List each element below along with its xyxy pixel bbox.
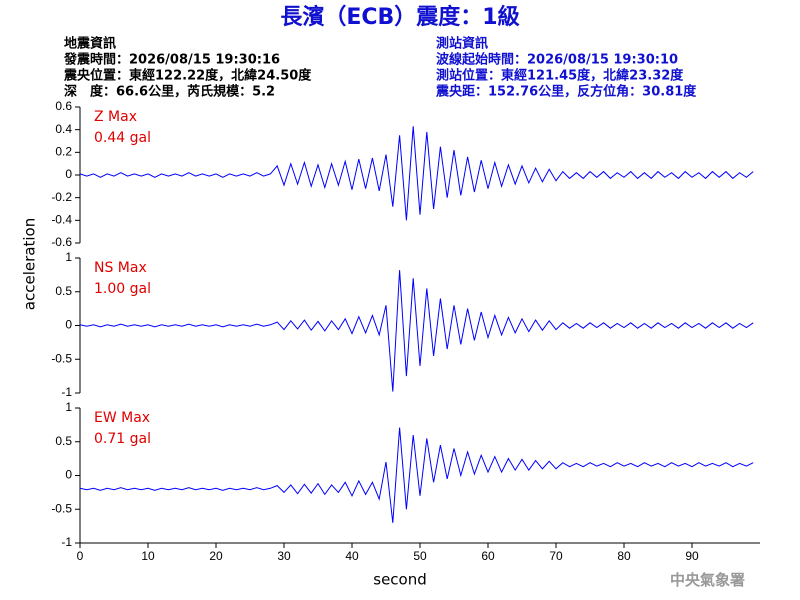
info-right: 波線起始時間：2026/08/15 19:30:10 [436,52,678,68]
info-left: 發震時間：2026/08/15 19:30:16 [63,52,280,68]
y-tick-label: 0 [65,318,72,332]
y-tick-label: -0.5 [51,351,72,365]
x-axis-label: second [373,571,427,589]
component-label: NS Max [94,260,147,276]
x-tick-label: 80 [617,549,631,563]
waveform [79,270,754,392]
y-axis-label: acceleration [21,218,39,310]
x-tick-label: 20 [209,549,223,563]
info-right: 測站資訊 [436,36,488,52]
x-tick-label: 10 [141,549,155,563]
y-tick-label: 0.2 [55,145,72,159]
x-tick-label: 60 [481,549,495,563]
y-tick-label: -0.6 [51,235,72,249]
y-tick-label: 0 [65,167,72,181]
y-tick-label: 0.5 [55,434,72,448]
info-right: 震央距：152.76公里，反方位角：30.81度 [435,84,697,100]
max-label: 0.71 gal [94,431,151,447]
max-label: 0.44 gal [94,130,151,146]
y-tick-label: 0 [65,468,72,482]
x-tick-label: 0 [77,549,84,563]
chart-title: 長濱（ECB）震度：1級 [280,4,519,30]
component-label: EW Max [94,410,150,426]
waveform [79,427,754,523]
x-tick-label: 30 [277,549,291,563]
y-tick-label: 1 [65,400,72,414]
x-tick-label: 70 [549,549,563,563]
y-tick-label: -1 [61,535,72,549]
info-right: 測站位置：東經121.45度，北緯23.32度 [436,68,684,84]
y-tick-label: -0.5 [51,501,72,515]
y-tick-label: -0.4 [51,213,72,227]
y-tick-label: 0.4 [55,122,72,136]
y-tick-label: 0.6 [55,99,72,113]
x-tick-label: 40 [345,549,359,563]
x-tick-label: 50 [413,549,427,563]
x-tick-label: 90 [685,549,699,563]
component-label: Z Max [94,109,137,125]
y-tick-label: 0.5 [55,284,72,298]
max-label: 1.00 gal [94,281,151,297]
y-tick-label: -1 [61,385,72,399]
waveform [79,126,754,221]
info-left: 深 度：66.6公里，芮氏規模：5.2 [64,84,275,100]
info-left: 地震資訊 [64,36,116,52]
info-left: 震央位置：東經122.22度，北緯24.50度 [63,68,312,84]
credit: 中央氣象署 [670,571,745,589]
y-tick-label: -0.2 [51,190,72,204]
y-tick-label: 1 [65,250,72,264]
